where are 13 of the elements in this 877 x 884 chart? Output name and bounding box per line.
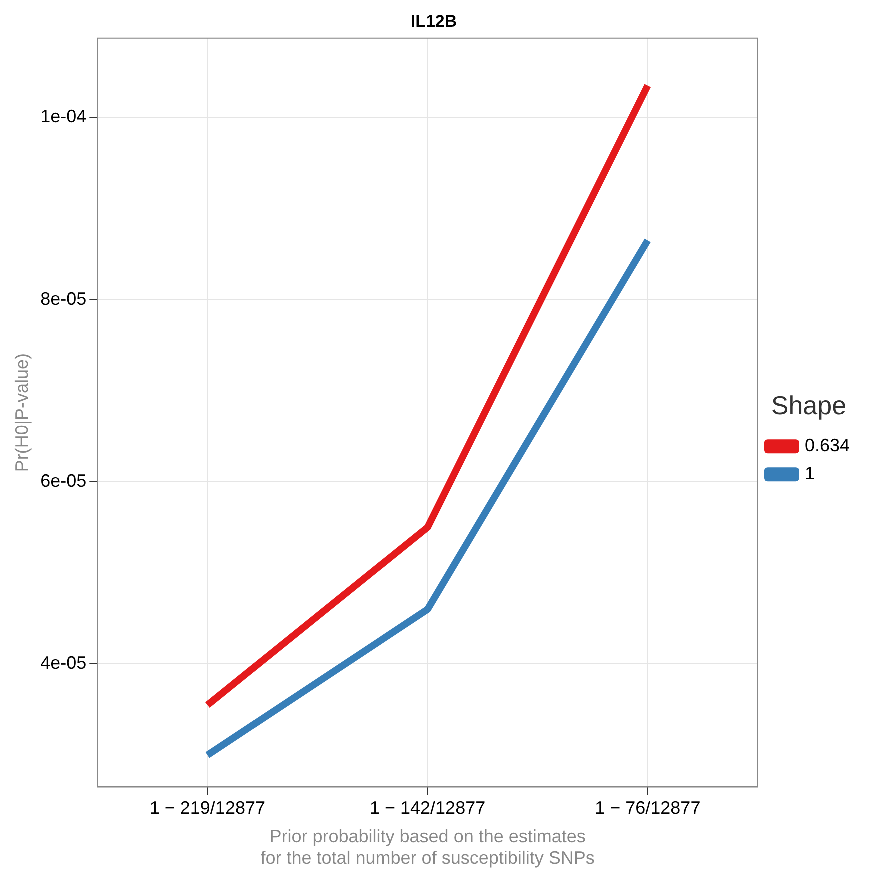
x-tick-label: 1 − 142/12877 (370, 798, 486, 818)
x-tick-label: 1 − 76/12877 (595, 798, 701, 818)
chart-title: IL12B (410, 12, 458, 31)
x-axis-title: Prior probability based on the estimates for the total number of susceptibility SNPs (260, 826, 595, 868)
x-tick-label: 1 − 219/12877 (150, 798, 266, 818)
legend-label: 1 (804, 464, 815, 484)
y-axis-title: Pr(H0|P-value) (12, 353, 32, 472)
y-tick-label: 4e-05 (40, 653, 87, 674)
legend-title: Shape (771, 390, 847, 421)
y-tick-label: 6e-05 (40, 471, 87, 491)
legend-label: 0.634 (804, 436, 850, 456)
y-tick-label: 1e-04 (40, 106, 87, 127)
y-tick-label: 8e-05 (40, 288, 87, 309)
